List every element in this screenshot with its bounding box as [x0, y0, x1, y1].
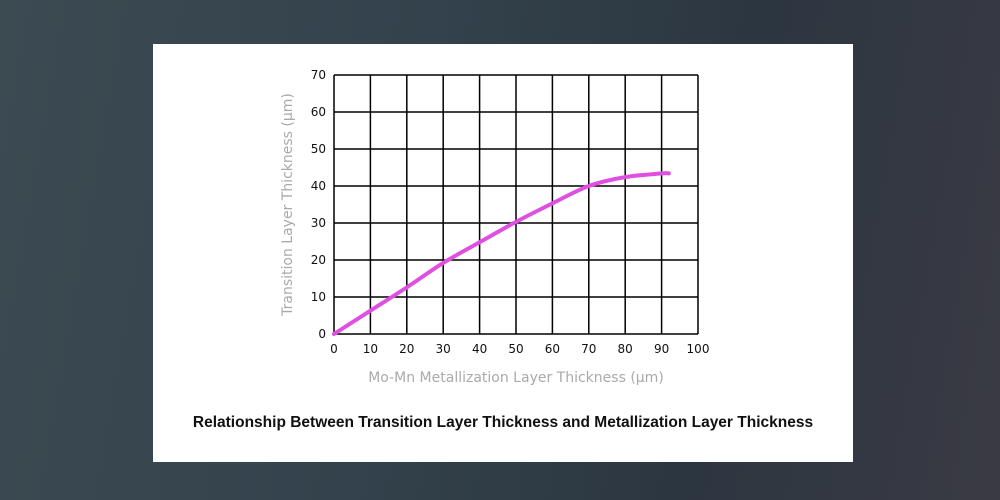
- x-tick-label: 50: [508, 342, 523, 356]
- y-tick-label: 0: [318, 327, 326, 341]
- y-tick-label: 10: [311, 290, 326, 304]
- x-tick-label: 20: [399, 342, 414, 356]
- data-line: [332, 171, 671, 336]
- y-tick-label: 20: [311, 253, 326, 267]
- x-tick-label: 80: [618, 342, 633, 356]
- x-tick-label: 10: [363, 342, 378, 356]
- x-axis-label: Mo-Mn Metallization Layer Thickness (μm): [368, 370, 664, 386]
- x-tick-label: 40: [472, 342, 487, 356]
- y-tick-label: 30: [311, 216, 326, 230]
- x-tick-label: 90: [654, 342, 669, 356]
- x-tick-label: 70: [581, 342, 596, 356]
- line-chart: 0 10 20 30 40 50 60 70 80 90 100 0 10 20 30 40 50 60 70 Mo-…: [280, 68, 710, 386]
- x-tick-label: 100: [687, 342, 710, 356]
- y-tick-label: 60: [311, 105, 326, 119]
- x-tick-label: 30: [436, 342, 451, 356]
- y-tick-label: 50: [311, 142, 326, 156]
- x-tick-label: 60: [545, 342, 560, 356]
- chart-card: 0 10 20 30 40 50 60 70 80 90 100 0 10 20 30 40 50 60 70 Mo-…: [153, 44, 853, 462]
- x-tick-label: 0: [330, 342, 338, 356]
- y-axis-label: Transition Layer Thickness (μm): [280, 93, 296, 317]
- chart-title: Relationship Between Transition Layer Th…: [192, 414, 814, 431]
- y-tick-label: 70: [311, 68, 326, 82]
- y-tick-label: 40: [311, 179, 326, 193]
